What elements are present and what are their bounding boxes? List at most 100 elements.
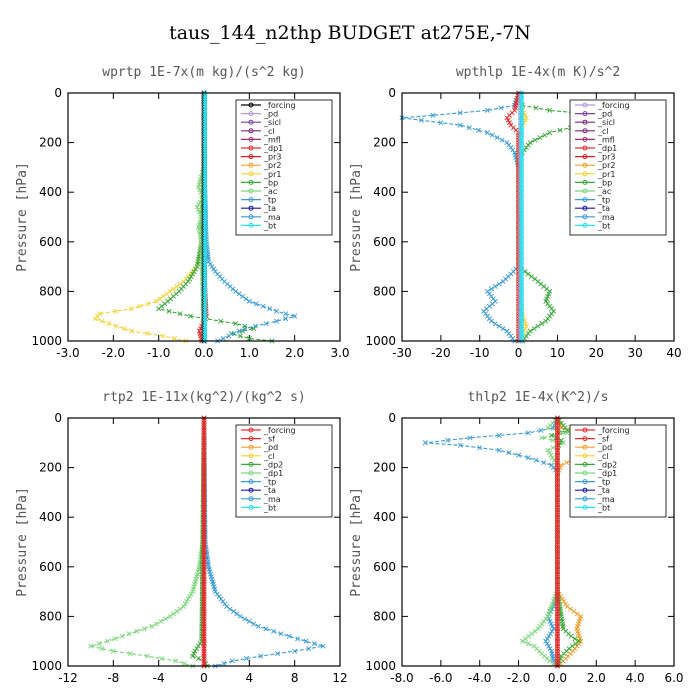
series-marker-dp1: [127, 651, 133, 657]
series-marker-tp: [233, 288, 239, 294]
series-marker-tp: [286, 633, 292, 639]
y-tick-label: 400: [373, 185, 396, 199]
series-marker-dp1: [519, 638, 525, 644]
legend-marker: [582, 470, 588, 476]
series-marker-dp1: [158, 656, 165, 662]
series-marker-tp: [543, 638, 549, 644]
series-marker-dp2: [564, 427, 570, 433]
x-tick-label: 12: [332, 671, 347, 685]
legend-marker: [248, 136, 254, 142]
legend-label: _tp: [263, 478, 276, 487]
series-marker-tp: [270, 628, 277, 634]
legend-marker: [248, 504, 254, 510]
series-marker-tp: [224, 603, 230, 609]
series-marker-pd: [559, 596, 565, 602]
series-marker-dp1: [506, 120, 513, 126]
legend-label: _ma: [597, 213, 615, 222]
series-marker-tp: [242, 326, 248, 332]
series-marker-tp: [274, 318, 280, 324]
legend-marker: [582, 504, 588, 510]
series-marker-tp: [467, 435, 473, 441]
series-marker-dp1: [181, 603, 187, 609]
panel-title: rtp2 1E-11x(kg^2)/(kg^2 s): [102, 390, 306, 405]
legend-marker: [582, 162, 588, 168]
series-marker-dp1: [184, 599, 190, 605]
legend-label: _ac: [597, 187, 611, 196]
series-marker-tp: [283, 316, 289, 322]
series-marker-bp: [532, 137, 538, 143]
legend-marker: [582, 436, 588, 442]
x-tick-label: 40: [666, 346, 681, 360]
legend-marker: [582, 479, 588, 485]
series-marker-tp: [243, 656, 250, 662]
legend-marker: [248, 128, 254, 134]
series-marker-tp: [236, 328, 243, 334]
series-marker-dp1: [110, 648, 116, 654]
legend-label: _pr3: [597, 153, 615, 162]
x-tick-label: -4.0: [468, 671, 491, 685]
y-tick-label: 0: [54, 86, 62, 100]
x-tick-label: 0.0: [548, 671, 567, 685]
series-marker-tp: [430, 112, 436, 118]
series-marker-bp: [194, 264, 200, 270]
series-marker-pd: [574, 611, 580, 617]
x-tick-label: 0.0: [194, 346, 213, 360]
series-marker-tp: [220, 336, 226, 342]
series-marker-dp1: [504, 115, 510, 121]
series-marker-tp: [231, 331, 237, 337]
series-marker-dp2: [197, 641, 203, 647]
legend-marker: [248, 162, 254, 168]
series-marker-bp: [233, 321, 239, 327]
series-marker-pr1: [106, 321, 112, 327]
series-marker-tp: [292, 648, 298, 654]
legend: _forcing_sf_pd_cl_dp2_dp1_tp_ta_ma_bt: [235, 424, 333, 518]
series-marker-bp: [533, 105, 539, 111]
y-tick-label: 400: [39, 185, 62, 199]
x-tick-label: -2.0: [102, 346, 125, 360]
x-tick-label: 0: [200, 671, 208, 685]
legend-label: _sf: [597, 435, 609, 444]
series-marker-bp: [532, 276, 538, 282]
y-tick-label: 200: [373, 136, 396, 150]
legend-marker: [582, 453, 588, 459]
series-marker-dp1: [550, 437, 556, 443]
series-marker-tp: [320, 643, 326, 649]
legend-label: _ta: [597, 486, 610, 495]
series-marker-bp: [187, 276, 193, 282]
legend-marker: [248, 214, 254, 220]
series-marker-tp: [251, 621, 257, 627]
legend-label: _ta: [263, 204, 276, 213]
legend-label: _pr3: [263, 153, 281, 162]
series-marker-tp: [541, 460, 547, 466]
series-marker-dp1: [545, 425, 551, 431]
series-marker-dp1: [158, 618, 164, 624]
legend-marker: [582, 171, 588, 177]
series-marker-tp: [496, 447, 502, 453]
series-marker-tp: [422, 440, 428, 446]
series-marker-bp: [531, 326, 537, 332]
series-marker-pr1: [160, 293, 166, 299]
series-marker-pr1: [164, 291, 170, 297]
series-marker-bp: [529, 274, 535, 280]
series-marker-dp1: [144, 653, 150, 659]
legend-marker: [582, 154, 588, 160]
series-marker-pr1: [170, 286, 176, 292]
series-marker-dp2: [195, 643, 201, 649]
legend-marker: [248, 111, 254, 117]
legend-label: _ta: [263, 486, 276, 495]
x-tick-label: -4: [153, 671, 165, 685]
legend-marker: [582, 222, 588, 228]
legend-marker: [248, 145, 254, 151]
legend-label: _mfl: [597, 135, 615, 144]
series-marker-tp: [489, 132, 495, 138]
series-line-tp: [401, 92, 520, 342]
legend-marker: [248, 197, 254, 203]
series-marker-dp2: [192, 648, 198, 654]
legend-label: _ta: [597, 204, 610, 213]
series-marker-tp: [211, 266, 217, 272]
series-marker-tp: [551, 626, 557, 632]
series-marker-dp1: [162, 616, 168, 622]
series-marker-dp1: [545, 447, 551, 453]
y-tick-label: 600: [373, 235, 396, 249]
legend-label: _bt: [597, 503, 610, 512]
